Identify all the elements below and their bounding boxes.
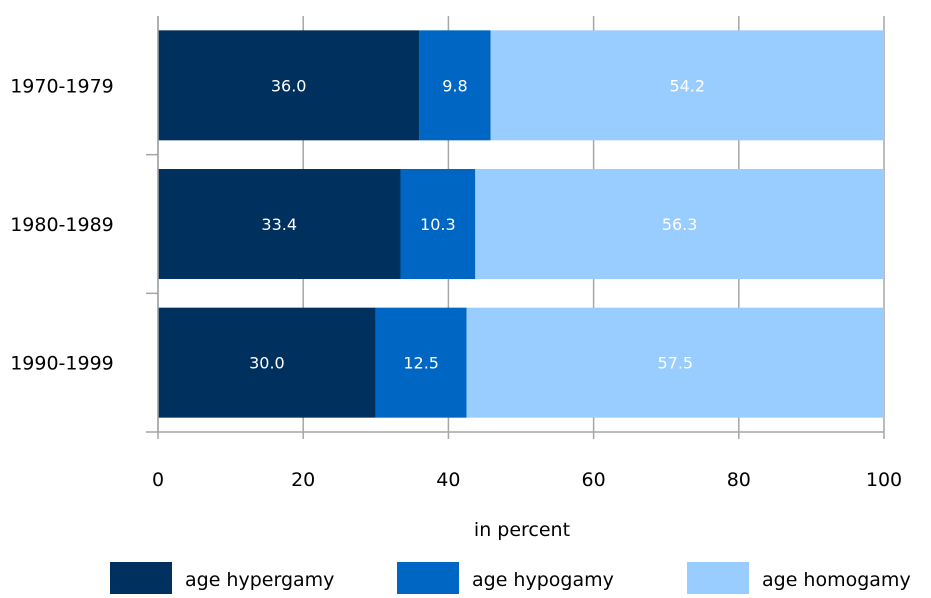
data-label: 56.3: [662, 215, 698, 234]
y-tick-label: 1970-1979: [10, 75, 114, 97]
bar-segment: [400, 169, 476, 279]
bar-segment: [375, 307, 467, 418]
legend: age hypergamy age hypogamy age homogamy: [110, 562, 911, 594]
legend-label: age homogamy: [762, 569, 911, 591]
legend-swatch: [110, 562, 172, 594]
bar-segment: [466, 307, 884, 418]
y-tick-label: 1990-1999: [10, 353, 114, 375]
bar-segment: [419, 30, 491, 141]
data-label: 9.8: [442, 76, 467, 95]
x-tick-label: 60: [582, 469, 606, 491]
x-tick-label: 20: [291, 469, 315, 491]
data-label: 30.0: [249, 354, 285, 373]
x-tick-label: 80: [727, 469, 751, 491]
data-label: 54.2: [669, 76, 705, 95]
axes: 1970-1979 1980-1989 1990-1999 0 20 40 60 80 100: [10, 16, 902, 491]
bar-segment: [158, 307, 376, 418]
bar-segment: [158, 169, 401, 279]
x-tick-label: 100: [866, 469, 902, 491]
bars: 36.0 9.8 54.2 33.4 10.3 56.3 30.0 12.5 57.5: [158, 30, 884, 418]
data-label: 10.3: [420, 215, 456, 234]
legend-label: age hypergamy: [185, 569, 334, 591]
x-tick-label: 40: [436, 469, 460, 491]
bar-segment: [475, 169, 884, 279]
x-tick-label: 0: [152, 469, 164, 491]
legend-swatch: [687, 562, 749, 594]
legend-label: age hypogamy: [472, 569, 614, 591]
bar-segment: [490, 30, 884, 141]
bar-segment: [158, 30, 420, 141]
legend-swatch: [397, 562, 459, 594]
data-label: 57.5: [657, 354, 693, 373]
y-tick-label: 1980-1989: [10, 214, 114, 236]
x-axis-title: in percent: [474, 519, 570, 541]
data-label: 12.5: [403, 354, 439, 373]
data-label: 33.4: [261, 215, 297, 234]
data-label: 36.0: [271, 76, 307, 95]
